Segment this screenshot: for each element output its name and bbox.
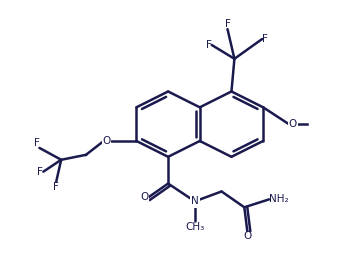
Text: F: F: [53, 182, 59, 192]
Text: O: O: [289, 119, 297, 129]
Text: O: O: [103, 136, 111, 146]
Text: F: F: [37, 167, 43, 177]
Text: F: F: [262, 34, 268, 44]
Text: N: N: [191, 196, 199, 206]
Text: F: F: [206, 40, 212, 50]
Text: NH₂: NH₂: [269, 194, 289, 204]
Text: O: O: [140, 192, 148, 202]
Text: F: F: [33, 138, 40, 148]
Text: F: F: [225, 19, 230, 29]
Text: O: O: [243, 231, 251, 241]
Text: CH₃: CH₃: [185, 222, 204, 232]
